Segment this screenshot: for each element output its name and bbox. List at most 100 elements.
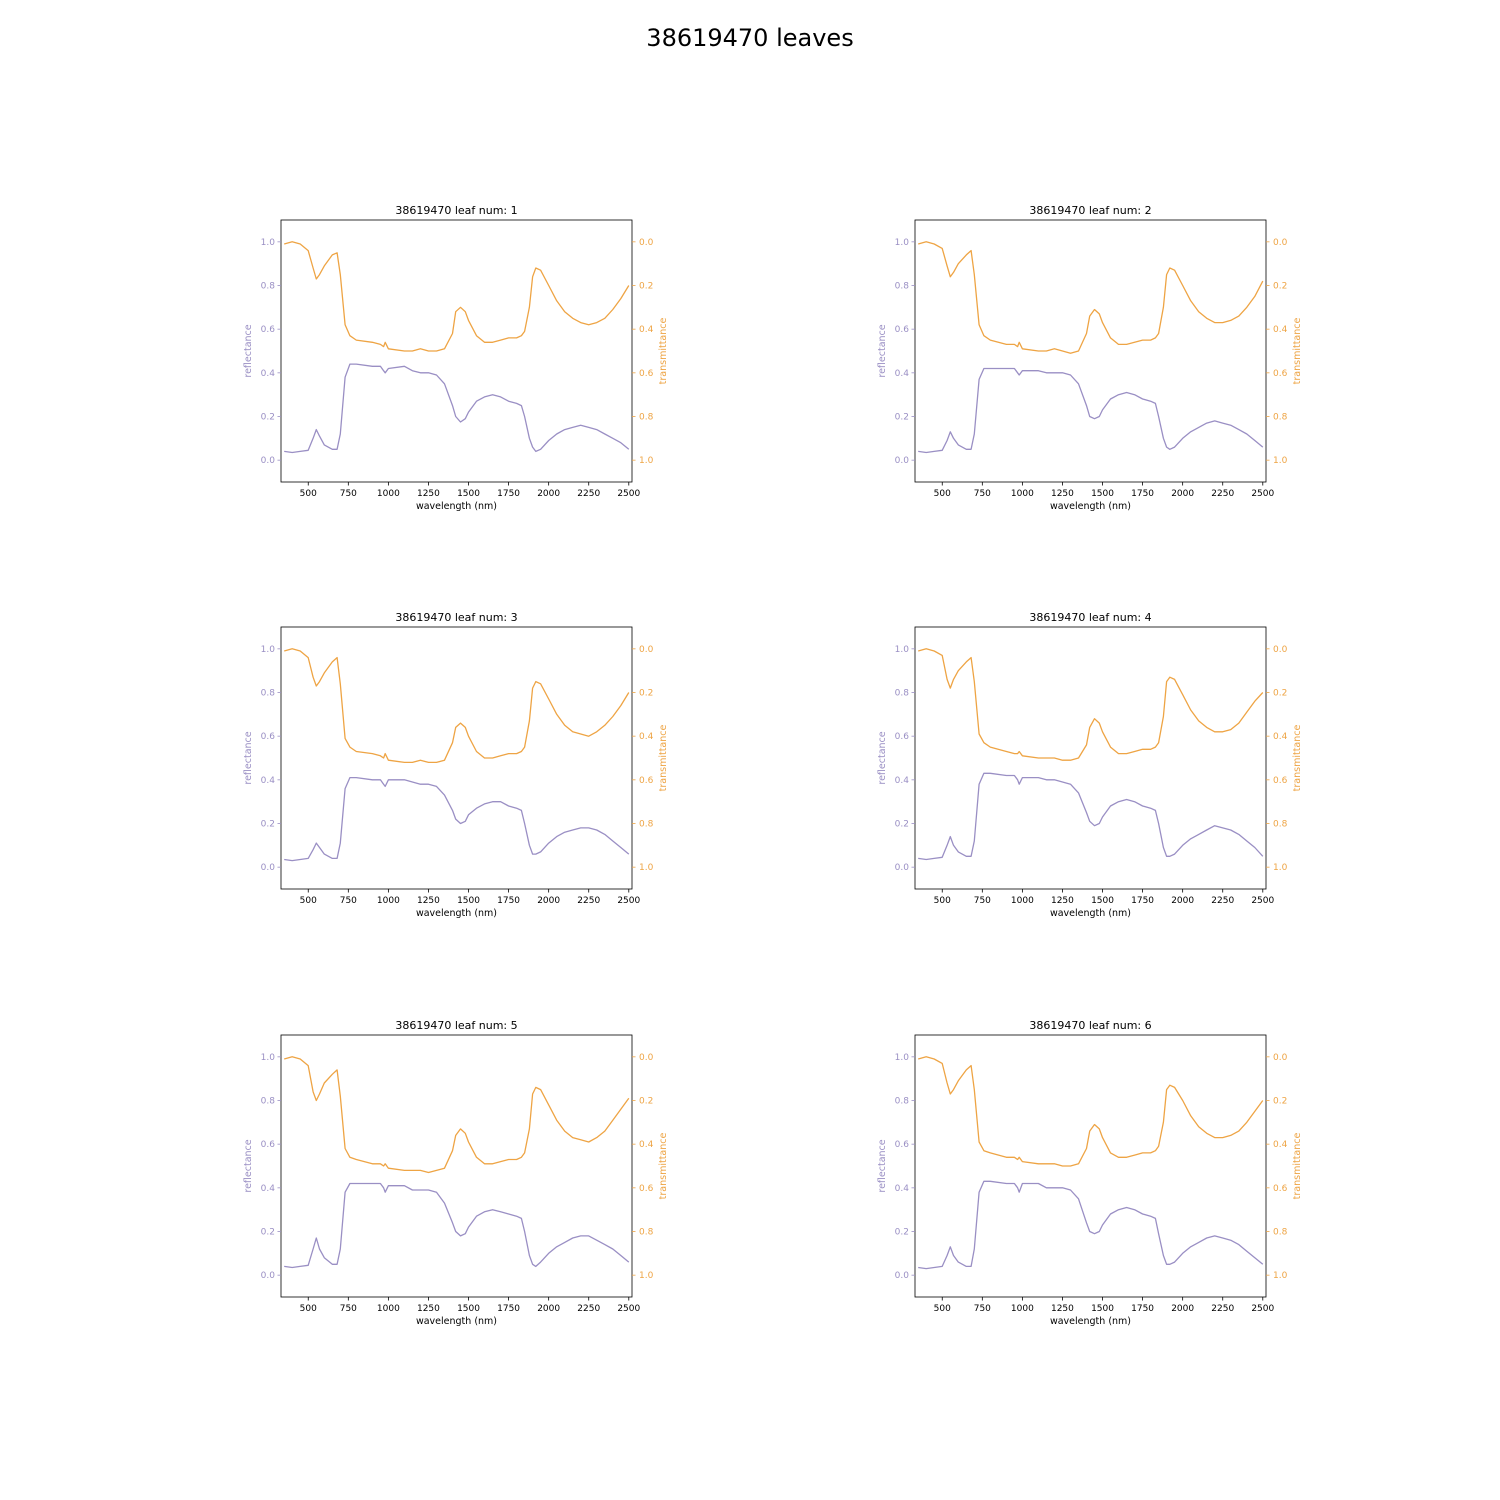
x-axis-label: wavelength (nm) [1050,501,1131,512]
x-tick-label: 1500 [1091,489,1114,499]
right-y-tick-label: 0.6 [639,1184,654,1194]
left-y-tick-label: 1.0 [261,238,276,248]
x-tick-label: 1750 [497,896,520,906]
left-y-tick-label: 0.8 [261,689,276,699]
right-y-tick-label: 0.4 [1273,325,1288,335]
left-y-tick-label: 0.2 [261,820,275,830]
left-y-tick-label: 0.4 [261,776,276,786]
right-y-tick-label: 1.0 [1273,1271,1288,1281]
reflectance-line [284,776,630,862]
x-axis-label: wavelength (nm) [416,1316,497,1327]
reflectance-line [918,772,1264,861]
left-y-tick-label: 1.0 [895,1053,910,1063]
subplot-title: 38619470 leaf num: 3 [395,611,517,624]
right-y-tick-label: 0.0 [639,1053,654,1063]
left-y-tick-label: 0.4 [261,1184,276,1194]
right-y-axis-label: transmittance [658,318,669,385]
x-tick-label: 500 [934,1304,951,1314]
right-y-tick-label: 0.4 [1273,1140,1288,1150]
plot-frame [280,219,633,483]
left-y-tick-label: 0.2 [895,820,909,830]
x-tick-label: 2500 [617,1304,640,1314]
x-tick-label: 1000 [377,1304,400,1314]
right-y-tick-label: 0.8 [1273,413,1288,423]
right-y-tick-label: 1.0 [1273,863,1288,873]
x-axis-label: wavelength (nm) [416,501,497,512]
left-y-axis-label: reflectance [877,731,888,784]
right-y-tick-label: 0.6 [1273,369,1288,379]
reflectance-line [284,363,630,454]
x-tick-label: 1250 [1051,1304,1074,1314]
x-tick-label: 1250 [1051,489,1074,499]
x-tick-label: 1250 [417,489,440,499]
x-tick-label: 500 [934,489,951,499]
left-y-tick-label: 0.0 [261,456,276,466]
left-y-tick-label: 0.2 [895,413,909,423]
subplot-2: 38619470 leaf num: 2 500 750 1000 1250 1500 17… [877,204,1303,512]
left-y-tick-label: 0.0 [895,863,910,873]
x-tick-label: 2500 [1251,1304,1274,1314]
right-y-tick-label: 0.0 [639,238,654,248]
x-tick-label: 750 [974,1304,991,1314]
x-tick-label: 1750 [497,489,520,499]
x-tick-label: 2000 [537,1304,560,1314]
x-tick-label: 2000 [537,489,560,499]
right-y-axis-label: transmittance [1292,318,1303,385]
plot-frame [280,626,633,890]
x-tick-label: 1750 [1131,489,1154,499]
subplot-title: 38619470 leaf num: 5 [395,1019,517,1032]
right-y-tick-label: 0.0 [1273,1053,1288,1063]
right-y-tick-label: 0.6 [639,369,654,379]
x-tick-label: 500 [300,1304,317,1314]
x-tick-label: 750 [974,489,991,499]
left-y-tick-label: 0.6 [261,732,276,742]
right-y-tick-label: 0.2 [1273,282,1287,292]
reflectance-line [284,1182,630,1269]
subplot-title: 38619470 leaf num: 1 [395,204,517,217]
subplot-title: 38619470 leaf num: 6 [1029,1019,1151,1032]
right-y-tick-label: 0.2 [1273,689,1287,699]
subplot-5: 38619470 leaf num: 5 500 750 1000 1250 1500 17… [243,1019,669,1327]
left-y-tick-label: 0.2 [261,413,275,423]
left-y-tick-label: 0.0 [895,456,910,466]
x-tick-label: 750 [974,896,991,906]
x-tick-label: 1250 [417,1304,440,1314]
left-y-tick-label: 0.0 [261,863,276,873]
x-tick-label: 500 [300,489,317,499]
left-y-tick-label: 0.8 [895,689,910,699]
left-y-tick-label: 0.6 [261,325,276,335]
figure-title: 38619470 leaves [646,24,854,52]
right-y-tick-label: 0.0 [1273,645,1288,655]
transmittance-line [284,241,630,352]
x-tick-label: 2000 [537,896,560,906]
x-axis-label: wavelength (nm) [1050,1316,1131,1327]
left-y-tick-label: 0.4 [895,776,910,786]
left-y-tick-label: 1.0 [261,1053,276,1063]
x-tick-label: 500 [300,896,317,906]
right-y-tick-label: 0.8 [1273,820,1288,830]
left-y-tick-label: 0.0 [895,1271,910,1281]
right-y-tick-label: 0.0 [639,645,654,655]
left-y-tick-label: 0.8 [261,1097,276,1107]
transmittance-line [918,648,1264,761]
plot-frame [280,1034,633,1298]
right-y-tick-label: 0.0 [1273,238,1288,248]
right-y-tick-label: 0.6 [1273,776,1288,786]
x-tick-label: 750 [340,489,357,499]
x-tick-label: 1500 [1091,1304,1114,1314]
right-y-axis-label: transmittance [658,1133,669,1200]
left-y-tick-label: 1.0 [261,645,276,655]
x-tick-label: 2000 [1171,489,1194,499]
x-tick-label: 2000 [1171,896,1194,906]
x-tick-label: 500 [934,896,951,906]
left-y-axis-label: reflectance [877,1139,888,1192]
x-tick-label: 2500 [617,489,640,499]
subplot-title: 38619470 leaf num: 2 [1029,204,1151,217]
x-tick-label: 2250 [577,1304,600,1314]
left-y-axis-label: reflectance [243,324,254,377]
left-y-axis-label: reflectance [243,731,254,784]
left-y-tick-label: 1.0 [895,645,910,655]
x-tick-label: 2000 [1171,1304,1194,1314]
right-y-axis-label: transmittance [1292,1133,1303,1200]
x-tick-label: 1000 [1011,489,1034,499]
